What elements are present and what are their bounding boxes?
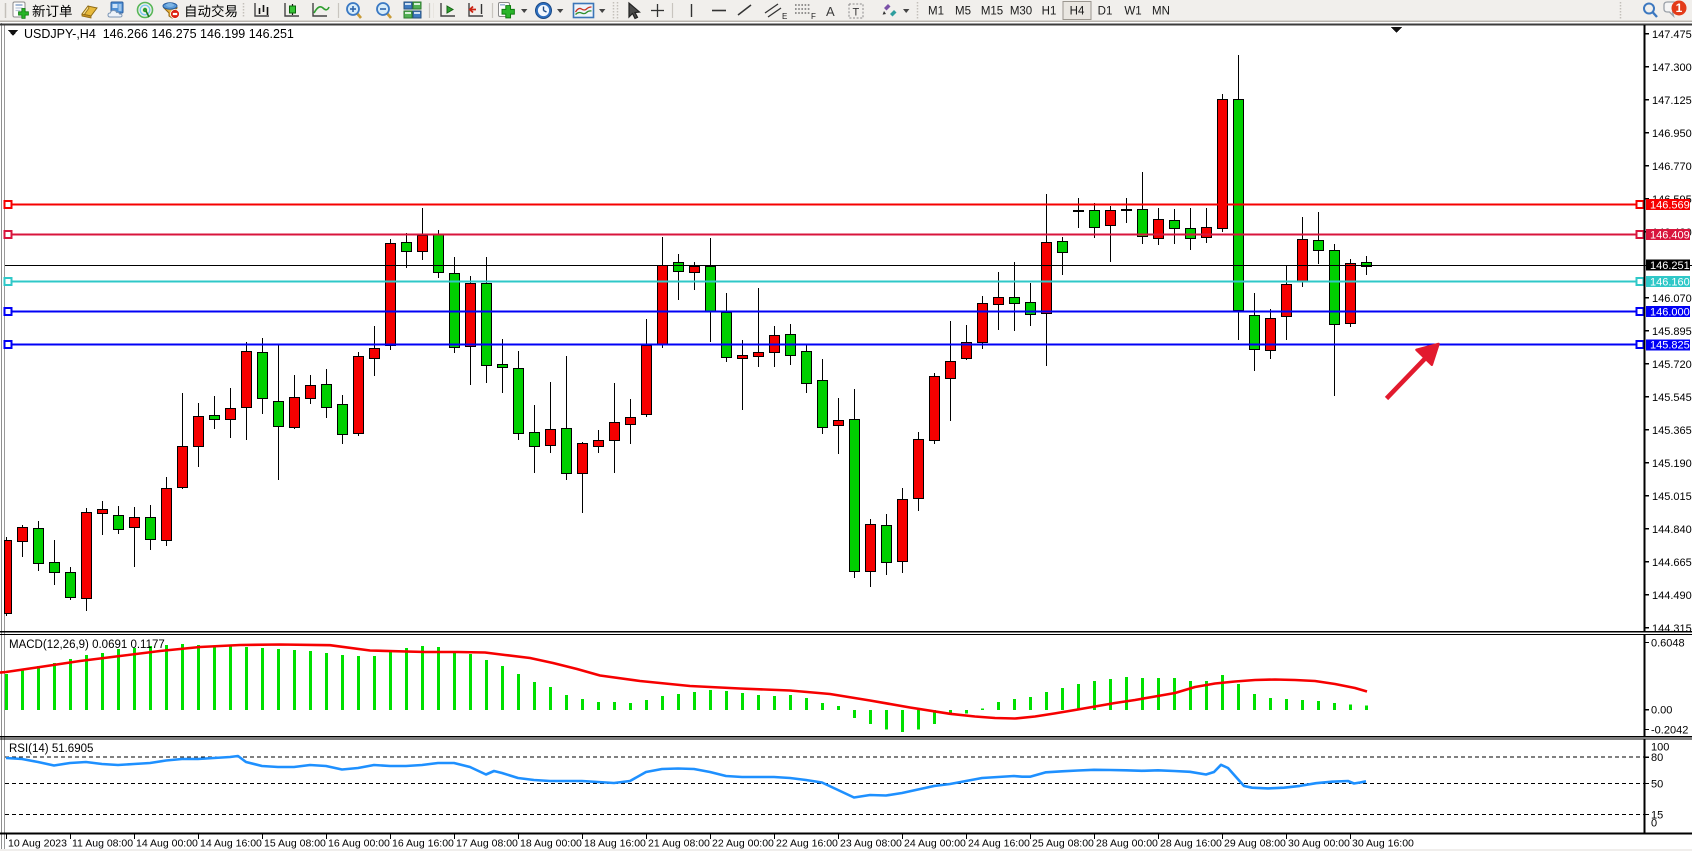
svg-text:22 Aug 00:00: 22 Aug 00:00 (712, 838, 774, 850)
svg-text:24 Aug 00:00: 24 Aug 00:00 (904, 838, 966, 850)
svg-text:23 Aug 08:00: 23 Aug 08:00 (840, 838, 902, 850)
svg-text:E: E (782, 12, 787, 21)
svg-text:147.300: 147.300 (1652, 62, 1692, 74)
svg-text:USDJPY-,H4 146.266 146.275 14: USDJPY-,H4 146.266 146.275 146.199 146.2… (24, 27, 294, 41)
svg-text:145.015: 145.015 (1652, 491, 1692, 503)
svg-text:147.125: 147.125 (1652, 95, 1692, 107)
svg-text:M30: M30 (1010, 6, 1032, 18)
svg-text:100: 100 (1651, 742, 1669, 754)
svg-text:147.475: 147.475 (1652, 29, 1692, 41)
svg-text:146.569: 146.569 (1650, 200, 1690, 212)
svg-text:10 Aug 2023: 10 Aug 2023 (8, 838, 67, 850)
svg-text:145.365: 145.365 (1652, 425, 1692, 437)
svg-text:MN: MN (1152, 6, 1170, 18)
svg-text:15 Aug 08:00: 15 Aug 08:00 (264, 838, 326, 850)
svg-text:144.840: 144.840 (1652, 524, 1692, 536)
svg-text:145.720: 145.720 (1652, 359, 1692, 371)
svg-text:144.665: 144.665 (1652, 557, 1692, 569)
svg-text:1: 1 (1676, 1, 1683, 15)
svg-text:14 Aug 00:00: 14 Aug 00:00 (136, 838, 198, 850)
svg-text:0: 0 (1651, 818, 1657, 830)
svg-text:14 Aug 16:00: 14 Aug 16:00 (200, 838, 262, 850)
svg-text:-0.2042: -0.2042 (1651, 725, 1688, 737)
svg-text:T: T (853, 7, 860, 19)
svg-text:146.770: 146.770 (1652, 161, 1692, 173)
svg-text:144.315: 144.315 (1652, 623, 1692, 635)
svg-text:24 Aug 16:00: 24 Aug 16:00 (968, 838, 1030, 850)
svg-text:28 Aug 16:00: 28 Aug 16:00 (1160, 838, 1222, 850)
svg-text:146.000: 146.000 (1650, 307, 1690, 319)
svg-text:16 Aug 16:00: 16 Aug 16:00 (392, 838, 454, 850)
svg-text:15: 15 (1651, 810, 1663, 822)
svg-text:146.950: 146.950 (1652, 128, 1692, 140)
svg-text:H4: H4 (1070, 6, 1085, 18)
svg-text:22 Aug 16:00: 22 Aug 16:00 (776, 838, 838, 850)
svg-text:16 Aug 00:00: 16 Aug 00:00 (328, 838, 390, 850)
svg-text:RSI(14) 51.6905: RSI(14) 51.6905 (9, 743, 93, 755)
svg-text:144.490: 144.490 (1652, 590, 1692, 602)
svg-text:11 Aug 08:00: 11 Aug 08:00 (72, 838, 133, 850)
svg-text:29 Aug 08:00: 29 Aug 08:00 (1224, 838, 1286, 850)
svg-text:145.545: 145.545 (1652, 392, 1692, 404)
svg-text:M5: M5 (955, 6, 971, 18)
svg-text:W1: W1 (1124, 6, 1141, 18)
svg-text:30 Aug 16:00: 30 Aug 16:00 (1352, 838, 1414, 850)
svg-text:80: 80 (1651, 752, 1663, 764)
svg-text:18 Aug 16:00: 18 Aug 16:00 (584, 838, 646, 850)
svg-text:M1: M1 (928, 6, 944, 18)
svg-text:M15: M15 (981, 6, 1003, 18)
svg-text:0.00: 0.00 (1651, 705, 1672, 717)
svg-text:145.825: 145.825 (1650, 340, 1690, 352)
svg-text:145.190: 145.190 (1652, 458, 1692, 470)
svg-text:A: A (826, 4, 835, 19)
svg-text:17 Aug 08:00: 17 Aug 08:00 (456, 838, 518, 850)
svg-text:H1: H1 (1042, 6, 1057, 18)
svg-text:F: F (811, 12, 816, 21)
svg-text:0.6048: 0.6048 (1651, 638, 1685, 650)
svg-text:25 Aug 08:00: 25 Aug 08:00 (1032, 838, 1094, 850)
svg-text:MACD(12,26,9) 0.0691 0.1177: MACD(12,26,9) 0.0691 0.1177 (9, 639, 165, 651)
svg-text:146.160: 146.160 (1650, 277, 1690, 289)
svg-text:146.251: 146.251 (1650, 260, 1690, 272)
svg-text:145.895: 145.895 (1652, 326, 1692, 338)
svg-text:146.070: 146.070 (1652, 293, 1692, 305)
svg-text:50: 50 (1651, 779, 1663, 791)
svg-text:D1: D1 (1098, 6, 1113, 18)
svg-text:146.409: 146.409 (1650, 230, 1690, 242)
svg-text:18 Aug 00:00: 18 Aug 00:00 (520, 838, 582, 850)
svg-text:30 Aug 00:00: 30 Aug 00:00 (1288, 838, 1350, 850)
svg-text:21 Aug 08:00: 21 Aug 08:00 (648, 838, 710, 850)
svg-text:28 Aug 00:00: 28 Aug 00:00 (1096, 838, 1158, 850)
